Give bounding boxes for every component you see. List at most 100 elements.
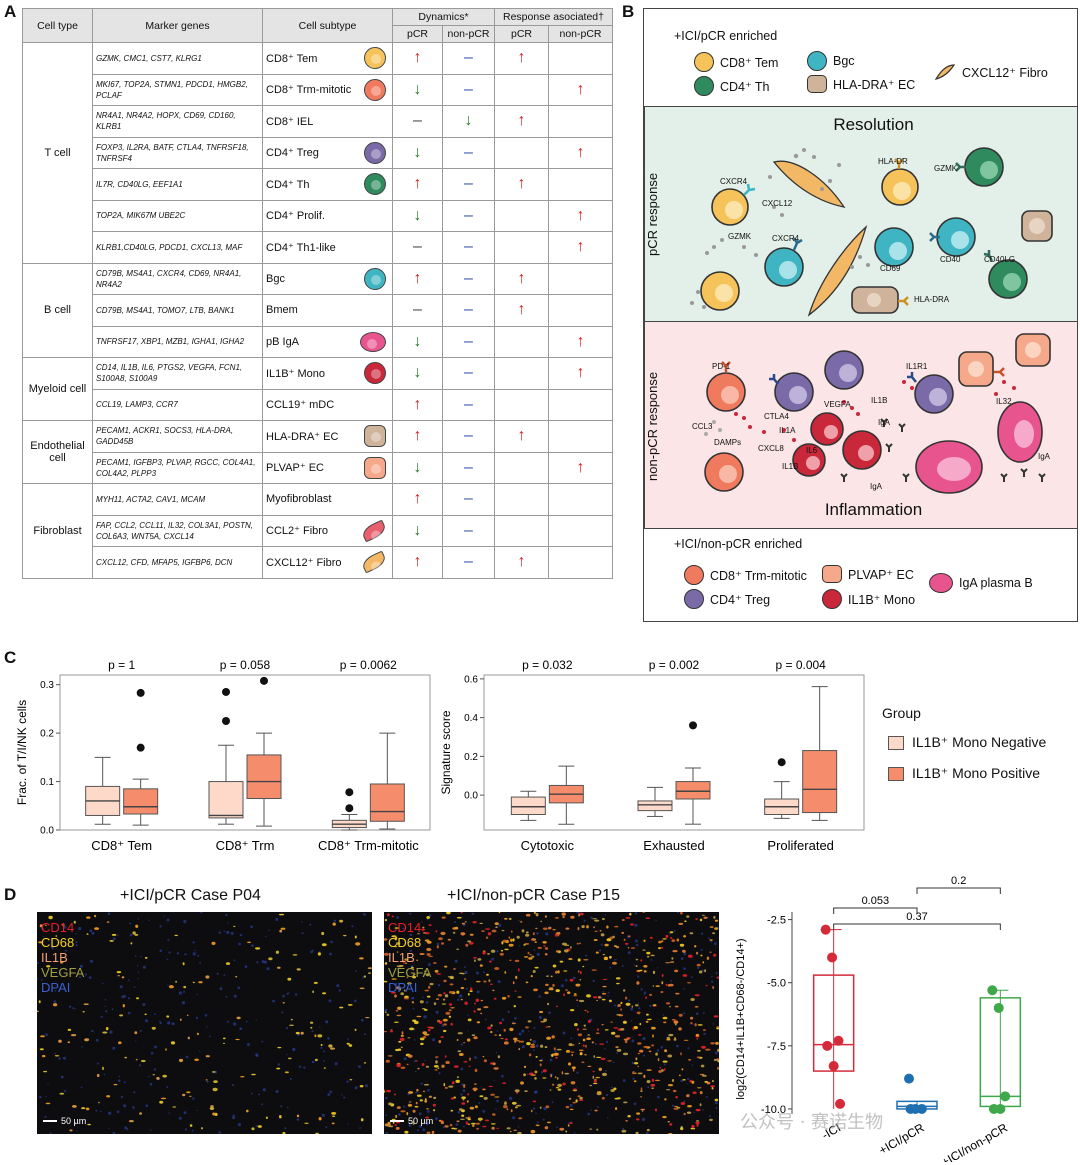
data-point: [835, 1098, 846, 1109]
label-il32: IL32: [996, 397, 1012, 406]
cd4-treg-cell-icon: [364, 141, 386, 164]
signal-speck: [463, 1042, 466, 1044]
signal-speck: [699, 918, 703, 922]
cd8-tem-cell-icon: [694, 52, 714, 72]
nucleus-speck: [91, 1029, 94, 1033]
table-row: NR4A1, NR4A2, HOPX, CD69, CD160, KLRB1 CD…: [23, 105, 613, 138]
signal-speck: [556, 1005, 558, 1008]
signal-speck: [578, 1049, 584, 1052]
nucleus-speck: [495, 1051, 498, 1054]
signal-speck: [314, 1058, 318, 1062]
signal-speck: [518, 1117, 523, 1120]
signal-speck: [482, 1125, 487, 1128]
signal-speck: [60, 961, 64, 964]
nucleus-speck: [225, 913, 228, 917]
signal-speck: [330, 1047, 335, 1050]
signal-speck: [623, 1101, 628, 1104]
signal-speck: [557, 934, 560, 937]
label-il1b-1: IL1B: [871, 396, 888, 405]
signal-speck: [571, 1066, 576, 1069]
cell-subtype-label: CD4⁺ Prolif.: [266, 210, 325, 223]
nucleus-speck: [545, 932, 549, 936]
outlier-point: [345, 788, 354, 797]
signal-speck: [635, 958, 639, 961]
signal-speck: [475, 998, 479, 1002]
signal-speck: [600, 933, 605, 937]
nucleus-speck: [533, 1049, 535, 1051]
nucleus-speck: [607, 991, 610, 994]
table-row: IL7R, CD40LG, EEF1A1 CD4⁺ Th ↑ – ↑: [23, 168, 613, 201]
signal-speck: [83, 1003, 89, 1005]
nucleus-speck: [482, 1110, 486, 1113]
signal-speck: [458, 1108, 463, 1111]
signal-speck: [461, 1114, 465, 1117]
signal-speck: [117, 975, 120, 977]
signal-speck: [424, 1008, 428, 1011]
nucleus-speck: [683, 988, 685, 990]
signal-speck: [459, 972, 463, 974]
signal-speck: [209, 1107, 215, 1110]
nucleus-speck: [554, 1050, 557, 1053]
signal-speck: [53, 1003, 58, 1007]
signal-speck: [523, 956, 529, 958]
signal-speck: [317, 1034, 323, 1038]
signal-speck: [645, 1020, 649, 1023]
box: [123, 788, 159, 815]
nucleus-speck: [676, 912, 680, 914]
nucleus-speck: [137, 978, 139, 980]
signal-speck: [547, 1002, 550, 1006]
nucleus-speck: [218, 1131, 221, 1134]
signal-speck: [544, 947, 549, 950]
signal-speck: [648, 1050, 652, 1053]
nucleus-speck: [420, 1082, 423, 1085]
signal-speck: [453, 1096, 456, 1099]
channel-dpai: DPAI: [41, 980, 71, 995]
legend-cxcl12-fibro: CXCL12⁺ Fibro: [934, 63, 1048, 81]
signal-speck: [359, 987, 365, 990]
cell-subtype: HLA-DRA⁺ EC: [262, 420, 393, 453]
marker-genes: CXCL12, CFD, MFAP5, IGFBP6, DCN: [92, 546, 263, 579]
signal-speck: [582, 965, 585, 968]
signal-speck: [703, 916, 708, 919]
signal-speck: [524, 943, 530, 945]
signal-speck: [594, 919, 600, 922]
nucleus-speck: [514, 1017, 517, 1020]
signal-speck: [623, 989, 626, 992]
signal-speck: [411, 1001, 415, 1004]
signal-speck: [639, 1022, 642, 1026]
signal-speck: [367, 972, 372, 974]
signal-speck: [662, 1060, 668, 1063]
marker-genes: MKI67, TOP2A, STMN1, PDCD1, HMGB2, PCLAF: [92, 73, 263, 106]
signal-speck: [168, 985, 174, 989]
legend-plvap-ec: PLVAP⁺ EC: [822, 565, 914, 583]
nucleus-speck: [691, 1064, 694, 1066]
signal-speck: [423, 1090, 425, 1093]
nucleus-speck: [572, 976, 576, 980]
signal-speck: [461, 1102, 466, 1105]
nucleus-speck: [196, 993, 198, 996]
signal-speck: [395, 1009, 399, 1012]
nucleus-speck: [427, 963, 431, 967]
dyn-npcr-symbol: –: [442, 231, 495, 264]
panel-a-letter: A: [4, 2, 17, 21]
cell-subtype: Bmem: [262, 294, 393, 327]
nucleus-speck: [58, 939, 61, 942]
signal-speck: [687, 982, 691, 984]
signal-speck: [435, 998, 440, 1000]
signal-speck: [457, 1032, 463, 1035]
signal-speck: [637, 1052, 640, 1055]
signal-speck: [569, 1122, 573, 1124]
scale-bar-pcr: 50 µm: [43, 1116, 86, 1126]
signal-speck: [593, 996, 598, 999]
nucleus-speck: [577, 1005, 579, 1007]
nucleus-speck: [303, 1066, 306, 1069]
signal-speck: [428, 955, 433, 958]
signal-speck: [680, 1127, 684, 1131]
signal-speck: [360, 1118, 364, 1122]
cell-subtype-label: CCL2⁺ Fibro: [266, 525, 329, 538]
signal-speck: [615, 977, 621, 980]
signal-speck: [579, 1051, 583, 1055]
box: [637, 800, 673, 812]
nucleus-speck: [54, 1052, 56, 1055]
marker-genes: CD14, IL1B, IL6, PTGS2, VEGFA, FCN1, S10…: [92, 357, 263, 390]
